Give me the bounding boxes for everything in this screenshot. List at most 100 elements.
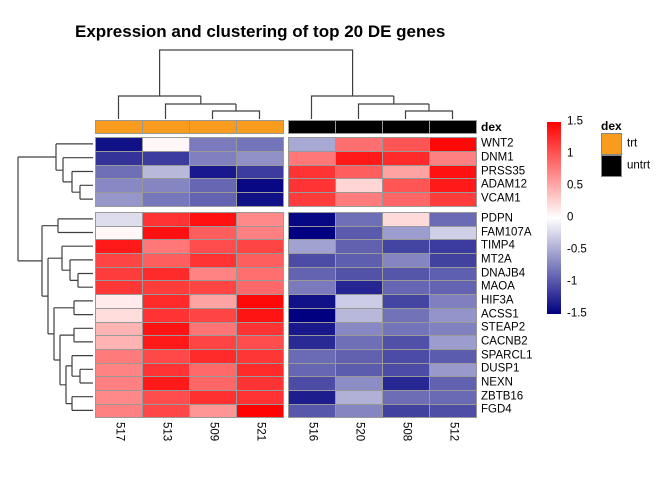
annotation-cell [95, 120, 143, 134]
heatmap-cell [382, 212, 430, 227]
heatmap-cell [142, 137, 190, 152]
heatmap-cell [95, 390, 143, 405]
heatmap-cell [95, 151, 143, 166]
heatmap-cell [382, 267, 430, 281]
heatmap-cell [288, 165, 336, 179]
heatmap-cell [236, 151, 284, 166]
heatmap-cell [95, 239, 143, 254]
gene-label: MAOA [481, 280, 515, 293]
heatmap-cell [142, 253, 190, 268]
heatmap-cell [189, 390, 237, 405]
heatmap-cell [189, 294, 237, 309]
annotation-legend-swatch-trt [601, 133, 622, 155]
heatmap-cell [236, 363, 284, 377]
heatmap-cell [382, 253, 430, 268]
heatmap-cell [142, 349, 190, 364]
heatmap-cell [335, 226, 383, 240]
heatmap-cell [236, 239, 284, 254]
sample-label: 509 [207, 422, 220, 442]
gene-label: SPARCL1 [481, 348, 533, 361]
heatmap-cell [429, 349, 477, 364]
heatmap-cell [142, 404, 190, 418]
gene-label: CACNB2 [481, 335, 528, 348]
heatmap-cell [95, 335, 143, 350]
color-scale-bar [547, 122, 561, 314]
heatmap-cell [95, 165, 143, 179]
heatmap-cell [429, 165, 477, 179]
heatmap-cell [95, 322, 143, 336]
heatmap-cell [335, 192, 383, 207]
heatmap-cell [236, 253, 284, 268]
heatmap-cell [288, 267, 336, 281]
heatmap-cell [236, 308, 284, 323]
heatmap-cell [142, 226, 190, 240]
gene-label: DNAJB4 [481, 266, 526, 279]
gene-label: FAM107A [481, 225, 532, 238]
annotation-cell [236, 120, 284, 134]
heatmap-cell [429, 363, 477, 377]
heatmap-cell [335, 253, 383, 268]
heatmap-cell [382, 404, 430, 418]
heatmap-cell [142, 212, 190, 227]
heatmap-cell [335, 178, 383, 193]
gene-label: FGD4 [481, 403, 512, 416]
heatmap-cell [429, 137, 477, 152]
heatmap-cell [142, 376, 190, 391]
heatmap-cell [382, 376, 430, 391]
gene-label: PDPN [481, 212, 513, 225]
gene-label: ZBTB16 [481, 390, 524, 402]
sample-label: 513 [160, 422, 173, 442]
heatmap-cell [189, 322, 237, 336]
heatmap-cell [288, 404, 336, 418]
gene-label: PRSS35 [481, 164, 526, 177]
heatmap-cell [95, 253, 143, 268]
annotation-legend-label: trt [627, 137, 638, 150]
heatmap-cell [236, 294, 284, 309]
annotation-legend-title: dex [601, 119, 622, 133]
heatmap-cell [429, 267, 477, 281]
heatmap-cell [288, 308, 336, 323]
heatmap-cell [142, 165, 190, 179]
gene-label: NEXN [481, 376, 513, 389]
heatmap-cell [236, 280, 284, 295]
heatmap-cell [382, 308, 430, 323]
heatmap-cell [189, 137, 237, 152]
heatmap-cell [429, 226, 477, 240]
annotation-cell [288, 120, 336, 134]
heatmap-cell [189, 151, 237, 166]
heatmap-cell [382, 226, 430, 240]
heatmap-cell [429, 322, 477, 336]
gene-label: VCAM1 [481, 192, 521, 205]
heatmap-cell [382, 294, 430, 309]
heatmap-cell [429, 294, 477, 309]
heatmap-cell [236, 226, 284, 240]
gene-label: DUSP1 [481, 362, 520, 375]
heatmap-cell [382, 178, 430, 193]
heatmap-cell [236, 137, 284, 152]
heatmap-cell [189, 363, 237, 377]
heatmap-cell [335, 280, 383, 295]
annotation-cell [142, 120, 190, 134]
heatmap-cell [335, 137, 383, 152]
heatmap-cell [335, 390, 383, 405]
heatmap-cell [189, 349, 237, 364]
heatmap-cell [236, 267, 284, 281]
heatmap-cell [288, 335, 336, 350]
annotation-row-label: dex [481, 119, 502, 134]
heatmap-cell [288, 151, 336, 166]
heatmap-cell [288, 322, 336, 336]
heatmap-cell [142, 151, 190, 166]
gene-label: ACSS1 [481, 307, 519, 320]
heatmap-cell [189, 404, 237, 418]
heatmap-cell [288, 294, 336, 309]
heatmap-cell [335, 308, 383, 323]
heatmap-cell [95, 267, 143, 281]
heatmap-cell [382, 151, 430, 166]
heatmap-cell [335, 349, 383, 364]
heatmap-cell [429, 335, 477, 350]
heatmap-cell [335, 212, 383, 227]
heatmap-cell [335, 239, 383, 254]
heatmap-cell [382, 192, 430, 207]
heatmap-cell [429, 151, 477, 166]
